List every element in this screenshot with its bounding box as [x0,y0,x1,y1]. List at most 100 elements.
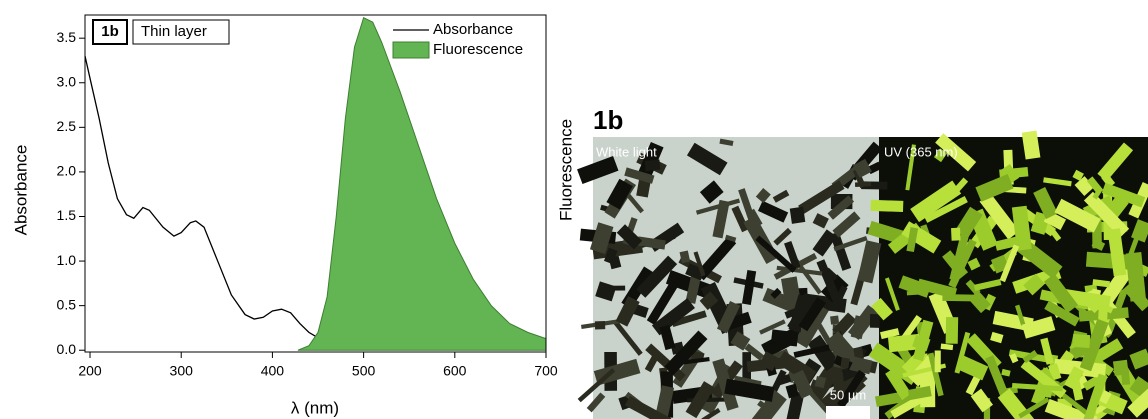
crystal [738,188,756,223]
crystal [975,174,1014,202]
crystal [615,296,640,327]
crystal [831,371,845,390]
crystal [887,333,921,353]
crystal [824,267,839,281]
crystal [973,279,1002,291]
crystal [1127,388,1148,418]
crystal [586,392,606,413]
crystal [837,369,866,409]
annotation-box [132,19,230,45]
crystal [940,343,954,351]
crystal [686,142,728,176]
crystal [832,211,861,238]
legend-label: Absorbance [433,21,513,38]
crystal [990,331,1004,344]
crystal [1033,187,1058,220]
crystal [651,298,695,336]
crystal [781,276,802,308]
crystal [1021,130,1041,160]
crystal [759,351,780,372]
crystal [716,300,741,334]
crystal [1043,177,1072,187]
crystal [679,357,710,365]
crystal [871,297,894,321]
annotation: Thin layer [141,23,207,40]
crystal [1086,297,1103,314]
crystal [955,354,989,381]
crystal [794,258,822,295]
crystal [1023,273,1045,296]
y-tick-label: 0.5 [57,296,77,312]
crystal [577,368,616,403]
crystal [910,180,962,223]
crystal [869,313,880,328]
legend-label: Fluorescence [433,41,523,58]
crystal [636,255,678,298]
crystal [898,275,932,298]
crystal [757,200,789,223]
crystal [773,227,792,246]
x-tick-label: 400 [261,363,285,379]
crystal [654,385,675,419]
crystal [954,206,983,239]
crystal [1072,334,1091,348]
y2-axis-label: Fluorescence [556,119,575,221]
crystal [785,383,800,399]
crystal [699,180,724,204]
y-tick-label: 0.0 [57,341,77,357]
crystal [967,257,981,271]
crystal [830,315,840,325]
crystal [951,227,961,241]
crystal [1083,373,1108,419]
crystal [730,331,751,351]
crystal [646,276,682,325]
crystal [994,236,1018,251]
crystal [770,287,782,299]
crystal [884,277,900,311]
crystal [712,199,730,239]
crystal [1099,302,1114,314]
crystal [970,388,993,413]
crystal [725,234,737,243]
crystal [712,358,739,411]
crystal [1083,191,1130,238]
crystal [949,177,969,198]
crystal [1129,348,1148,370]
crystal [794,303,829,349]
crystal [744,343,765,361]
crystal [624,396,672,419]
x-tick-label: 600 [443,363,467,379]
crystal [784,240,801,270]
micrograph [577,130,1148,419]
crystal [755,188,771,204]
crystal [949,234,969,281]
y-tick-label: 3.5 [57,29,77,45]
crystal [637,141,664,179]
crystal [685,263,706,281]
crystal [850,315,867,340]
crystal [1047,226,1062,242]
crystal [695,198,741,215]
crystal [907,385,932,401]
crystal [741,269,757,305]
crystal [1120,368,1131,386]
y-axis-label: Absorbance [11,145,30,236]
scale-bar [826,406,870,419]
crystal [616,224,643,250]
crystal [577,155,619,184]
crystal [1127,229,1142,258]
crystal [1074,176,1095,196]
crystal [1125,252,1147,302]
crystal [1097,307,1108,323]
crystal [816,259,843,307]
crystal [1097,142,1134,182]
crystal [833,235,868,252]
crystal [798,297,826,332]
crystal [1092,188,1102,200]
crystal [719,138,734,147]
crystal [1070,375,1084,401]
crystal [1015,304,1026,326]
y-tick-label: 1.5 [57,207,77,223]
crystal [755,235,797,273]
crystal [1091,238,1106,251]
